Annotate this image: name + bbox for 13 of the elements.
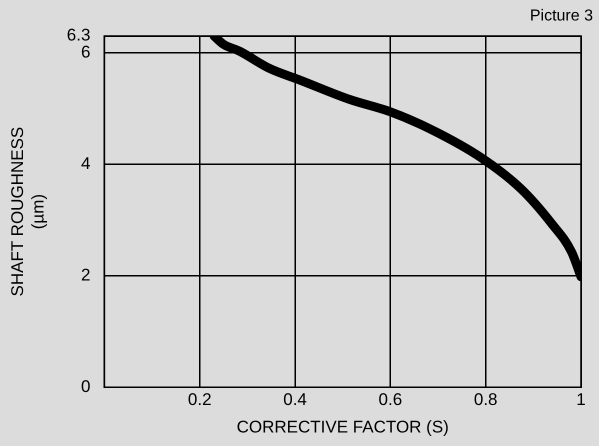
y-tick-label: 6.3 xyxy=(66,26,90,45)
y-tick-label: 4 xyxy=(80,154,90,173)
x-axis-title: CORRECTIVE FACTOR (S) xyxy=(236,417,449,436)
x-tick-label: 1 xyxy=(576,390,586,410)
y-tick-label: 0 xyxy=(80,376,90,396)
x-tick-label: 0.8 xyxy=(474,390,498,410)
x-tick-label: 0.6 xyxy=(378,390,402,410)
x-tick-label: 0.2 xyxy=(188,390,212,410)
x-tick-label: 0.4 xyxy=(283,390,307,410)
y-tick-label: 2 xyxy=(80,265,90,284)
y-tick-label: 6 xyxy=(80,42,90,62)
y-axis-title: SHAFT ROUGHNESS (µm) xyxy=(8,126,48,296)
text: Picture 3 xyxy=(530,7,594,24)
